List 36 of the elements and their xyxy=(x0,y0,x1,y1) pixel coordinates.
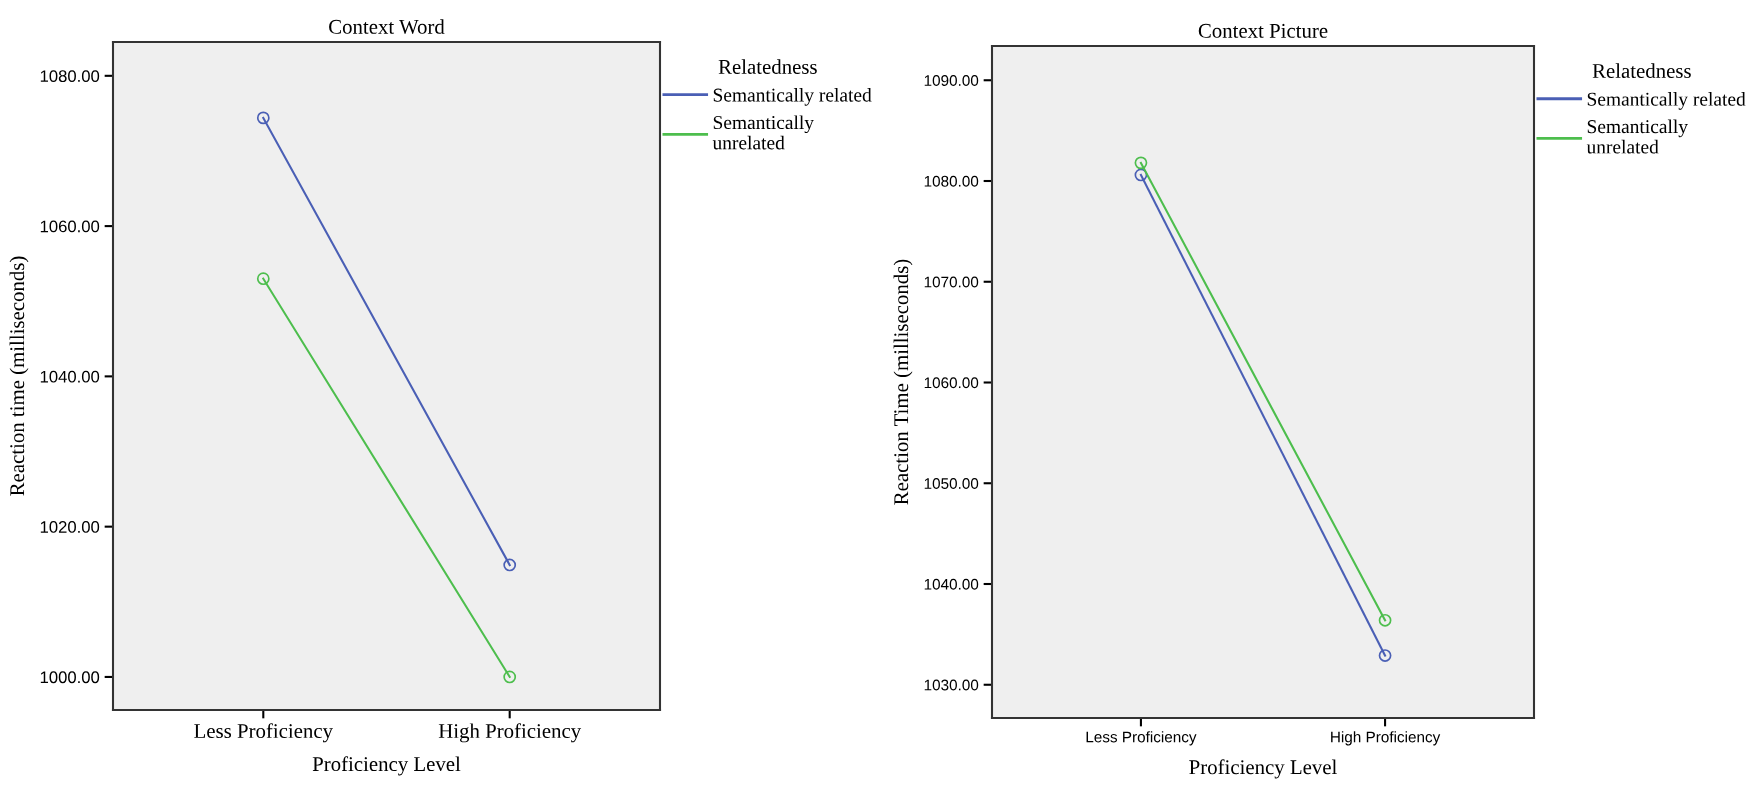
point xyxy=(503,558,517,572)
y-tick-label: 1020.00 xyxy=(40,521,100,533)
x-tick-label: Less Proficiency xyxy=(194,723,333,743)
legend-label: Semantically related xyxy=(713,87,872,106)
y-tick-label: 1040.00 xyxy=(40,370,100,383)
point xyxy=(1378,613,1392,627)
chart-title: Context Picture xyxy=(1198,23,1328,38)
y-axis-title: Reaction time (milliseconds) xyxy=(9,256,29,496)
x-axis-title: Proficiency Level xyxy=(312,756,461,776)
y-tick-label: 1030.00 xyxy=(924,679,979,691)
y-tick-label: 1090.00 xyxy=(924,75,979,86)
point xyxy=(256,111,270,125)
legend-label: Semantically unrelated xyxy=(1586,119,1688,154)
legend-label: Semantically unrelated xyxy=(712,115,814,150)
legend-title: Relatedness xyxy=(718,59,817,74)
legend-label: Semantically related xyxy=(1587,92,1746,110)
point xyxy=(1378,649,1392,662)
point xyxy=(256,272,270,286)
x-tick-label: High Proficiency xyxy=(438,723,582,743)
y-tick-label: 1070.00 xyxy=(924,276,979,288)
x-axis-title: Proficiency Level xyxy=(1189,759,1337,779)
y-tick-label: 1050.00 xyxy=(924,478,979,489)
point xyxy=(1134,156,1148,170)
chart-title: Context Word xyxy=(329,19,445,34)
legend-title: Relatedness xyxy=(1592,63,1691,78)
point xyxy=(1134,168,1148,182)
y-tick-label: 1080.00 xyxy=(924,175,979,187)
y-tick-label: 1040.00 xyxy=(924,578,979,590)
y-tick-label: 1080.00 xyxy=(40,70,100,83)
point xyxy=(503,670,517,684)
x-tick-label: High Proficiency xyxy=(1331,731,1441,746)
y-tick-label: 1060.00 xyxy=(924,377,979,389)
y-axis-title: Reaction Time (milliseconds) xyxy=(893,259,913,505)
y-tick-label: 1060.00 xyxy=(40,220,100,233)
y-tick-label: 1000.00 xyxy=(40,671,100,684)
x-tick-label: Less Proficiency xyxy=(1086,731,1197,746)
